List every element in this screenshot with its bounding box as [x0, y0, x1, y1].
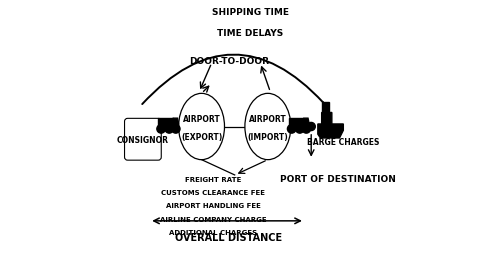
Ellipse shape [178, 94, 224, 160]
Circle shape [172, 125, 180, 134]
Text: AIRPORT HANDLING FEE: AIRPORT HANDLING FEE [166, 202, 260, 209]
Text: (EXPORT): (EXPORT) [181, 133, 222, 142]
Ellipse shape [245, 94, 291, 160]
Text: SHIPPING TIME: SHIPPING TIME [212, 8, 288, 17]
Polygon shape [173, 119, 178, 129]
Text: AIRPORT: AIRPORT [249, 115, 286, 124]
Circle shape [165, 125, 173, 134]
Text: DOOR-TO-DOOR: DOOR-TO-DOOR [190, 56, 270, 66]
Polygon shape [304, 119, 309, 129]
Text: OVERALL DISTANCE: OVERALL DISTANCE [175, 232, 282, 243]
Text: TIME DELAYS: TIME DELAYS [217, 28, 283, 38]
Circle shape [157, 125, 166, 134]
Text: BARGE CHARGES: BARGE CHARGES [307, 138, 380, 147]
Text: (IMPORT): (IMPORT) [248, 133, 288, 142]
Polygon shape [289, 119, 304, 129]
Text: CUSTOMS CLEARANCE FEE: CUSTOMS CLEARANCE FEE [161, 189, 265, 195]
Text: CONSIGNOR: CONSIGNOR [117, 135, 169, 144]
Text: FREIGHT RATE: FREIGHT RATE [185, 176, 241, 182]
Text: PORT OF DESTINATION: PORT OF DESTINATION [280, 174, 396, 184]
FancyArrowPatch shape [142, 55, 324, 105]
Circle shape [288, 125, 296, 134]
Circle shape [296, 125, 304, 134]
Circle shape [302, 125, 310, 134]
Circle shape [307, 123, 316, 131]
FancyBboxPatch shape [124, 119, 162, 161]
Text: ADDITIONAL CHARGES: ADDITIONAL CHARGES [169, 229, 257, 235]
Text: AIRPORT: AIRPORT [182, 115, 220, 124]
Polygon shape [322, 103, 330, 113]
Text: AIRLINE COMPANY CHARGE: AIRLINE COMPANY CHARGE [160, 216, 266, 222]
Polygon shape [318, 113, 344, 138]
Polygon shape [158, 119, 173, 129]
